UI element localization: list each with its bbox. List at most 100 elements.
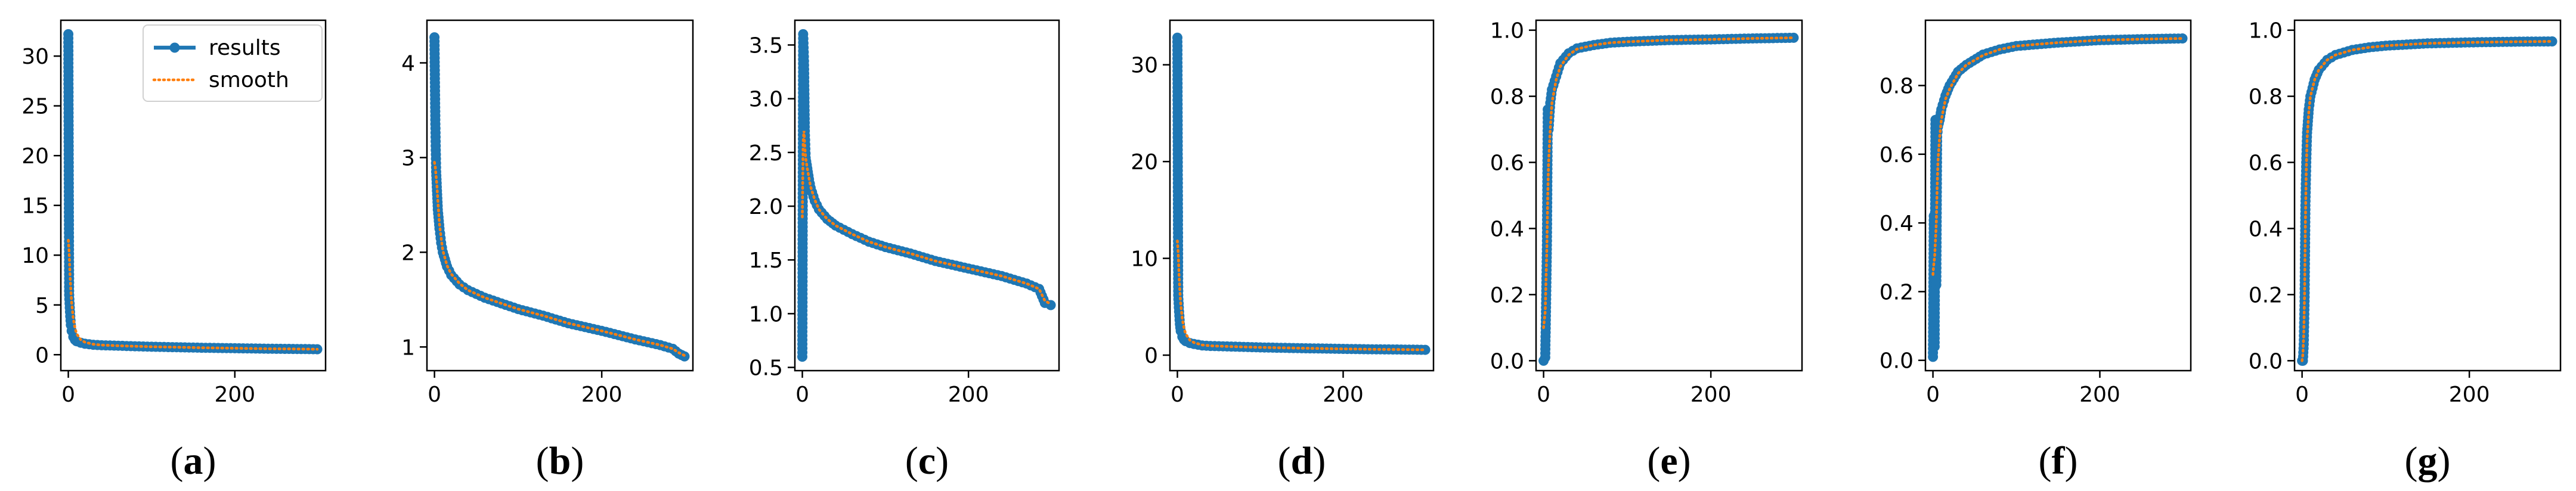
panel-5: 0 200 0.0 0.2 0.4 0.6 0.8 1.0 (e) xyxy=(1490,19,1803,483)
plot-frame xyxy=(1535,19,1803,372)
y-tick-label: 2 xyxy=(401,241,415,265)
y-tick-label: 0.2 xyxy=(1880,280,1914,304)
y-tick-label: 5 xyxy=(35,294,49,318)
plot-area xyxy=(63,29,323,355)
plot-frame xyxy=(1924,19,2192,372)
x-tick-label: 200 xyxy=(1323,383,1364,407)
smooth-line xyxy=(1542,36,1795,330)
plot-frame xyxy=(60,19,327,372)
smooth-line xyxy=(67,238,319,351)
results-marker xyxy=(1420,344,1431,355)
y-tick-label: 0.6 xyxy=(2249,151,2283,176)
results-marker xyxy=(2547,36,2558,47)
plot-frame xyxy=(426,19,694,372)
y-tick-label: 0.4 xyxy=(1880,212,1914,236)
y-tick-label: 0.8 xyxy=(1490,85,1524,110)
legend-box xyxy=(143,24,323,102)
results-marker xyxy=(1788,32,1799,43)
plot-frame xyxy=(2293,19,2562,372)
y-tick-label: 0.6 xyxy=(1880,143,1914,167)
y-tick-label: 0.4 xyxy=(2249,217,2283,241)
y-tick-label: 0.5 xyxy=(749,356,783,381)
y-tick-label: 0.8 xyxy=(2249,85,2283,110)
y-tick-label: 20 xyxy=(1131,150,1158,175)
x-tick-label: 0 xyxy=(795,383,809,407)
y-tick-label: 30 xyxy=(1131,54,1158,78)
panel-caption: (d) xyxy=(1278,439,1326,483)
y-tick-label: 1 xyxy=(401,335,415,360)
plot-area xyxy=(2297,36,2558,366)
x-tick-label: 200 xyxy=(948,383,989,407)
y-tick-label: 0.2 xyxy=(2249,283,2283,307)
y-tick-label: 0.6 xyxy=(1490,151,1524,176)
x-tick-label: 200 xyxy=(1690,383,1732,407)
x-tick-label: 200 xyxy=(214,383,255,407)
x-tick-label: 0 xyxy=(428,383,441,407)
x-tick-label: 200 xyxy=(581,383,623,407)
legend-smooth-label: smooth xyxy=(209,68,289,92)
y-tick-label: 3.0 xyxy=(749,88,783,112)
panel-3: 0 200 0.5 1.0 1.5 2.0 2.5 3.0 3.5 (c) xyxy=(749,19,1060,483)
panel-6: 0 200 0.0 0.2 0.4 0.6 0.8 (f) xyxy=(1880,19,2192,483)
y-tick-label: 0.4 xyxy=(1490,217,1524,241)
x-tick-label: 0 xyxy=(61,383,75,407)
y-tick-label: 1.0 xyxy=(1490,19,1524,43)
y-tick-label: 2.0 xyxy=(749,195,783,219)
legend-results-marker xyxy=(169,42,180,53)
x-tick-label: 200 xyxy=(2079,383,2120,407)
legend: results smooth xyxy=(143,24,323,102)
plot-area xyxy=(1538,32,1799,366)
y-tick-label: 15 xyxy=(21,194,49,219)
panel-caption: (b) xyxy=(536,439,584,483)
y-tick-label: 0.2 xyxy=(1490,283,1524,307)
x-tick-label: 0 xyxy=(2295,383,2309,407)
smooth-line xyxy=(2301,40,2554,362)
plot-area xyxy=(797,29,1056,362)
legend-results-label: results xyxy=(209,36,281,60)
y-tick-label: 1.0 xyxy=(2249,19,2283,43)
y-tick-label: 30 xyxy=(21,45,49,69)
plot-area xyxy=(1928,33,2188,362)
smooth-line xyxy=(1931,37,2184,276)
x-tick-label: 0 xyxy=(1171,383,1184,407)
y-tick-label: 0.8 xyxy=(1880,74,1914,99)
x-tick-label: 200 xyxy=(2449,383,2490,407)
results-marker xyxy=(2177,33,2188,44)
plot-area xyxy=(1172,32,1431,355)
panel-caption: (f) xyxy=(2039,439,2078,483)
y-tick-label: 4 xyxy=(401,52,415,76)
y-tick-label: 0.0 xyxy=(1490,349,1524,374)
smooth-line xyxy=(433,161,686,357)
smooth-line xyxy=(801,130,1052,306)
y-tick-label: 10 xyxy=(1131,247,1158,272)
y-tick-label: 3 xyxy=(401,146,415,170)
y-tick-label: 0 xyxy=(35,343,49,368)
x-tick-label: 0 xyxy=(1926,383,1940,407)
y-tick-label: 10 xyxy=(21,244,49,268)
plot-area xyxy=(429,32,690,362)
panel-1: 0 200 0 5 10 15 20 25 30 (a) results smooth xyxy=(21,19,327,483)
panel-2: 0 200 1 2 3 4 (b) xyxy=(401,19,694,483)
panel-caption: (a) xyxy=(171,439,216,483)
plot-frame xyxy=(794,19,1060,372)
y-tick-label: 3.5 xyxy=(749,33,783,58)
y-tick-label: 2.5 xyxy=(749,141,783,166)
panel-caption: (g) xyxy=(2405,439,2451,483)
y-tick-label: 1.5 xyxy=(749,248,783,273)
y-tick-label: 25 xyxy=(21,95,49,119)
y-tick-label: 1.0 xyxy=(749,302,783,327)
y-tick-label: 0 xyxy=(1144,344,1158,368)
y-tick-label: 20 xyxy=(21,144,49,169)
plot-frame xyxy=(1169,19,1435,372)
panel-7: 0 200 0.0 0.2 0.4 0.6 0.8 1.0 (g) xyxy=(2249,19,2562,483)
smooth-line xyxy=(1176,240,1427,352)
y-tick-label: 0.0 xyxy=(2249,349,2283,374)
x-tick-label: 0 xyxy=(1537,383,1550,407)
panel-4: 0 200 0 10 20 30 (d) xyxy=(1131,19,1435,483)
panel-caption: (e) xyxy=(1647,439,1690,483)
y-tick-label: 0.0 xyxy=(1880,349,1914,374)
panel-caption: (c) xyxy=(905,439,949,483)
